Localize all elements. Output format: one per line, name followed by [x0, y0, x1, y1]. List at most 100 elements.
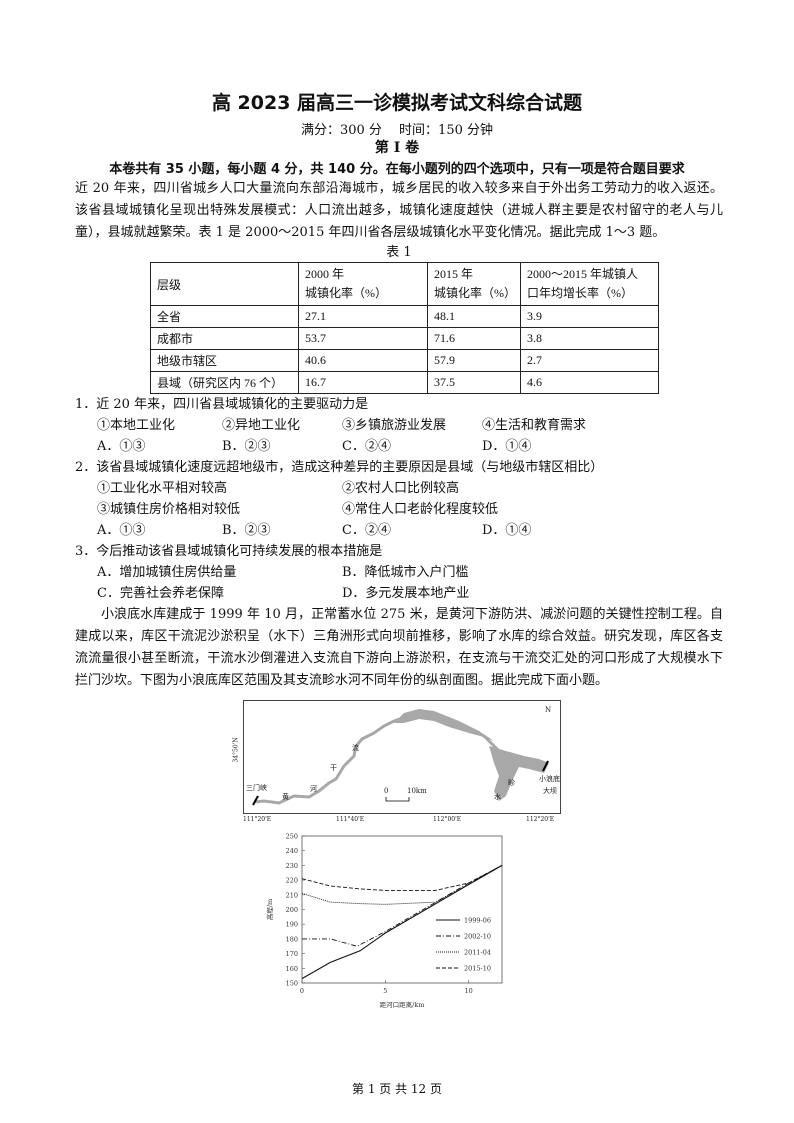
- y-tick-label: 190: [286, 921, 298, 929]
- q3-option-d[interactable]: D．多元发展本地产业: [342, 586, 470, 601]
- q1-items-row: ①本地工业化 ②异地工业化 ③乡镇旅游业发展 ④生活和教育需求: [75, 415, 723, 436]
- q3-options-row: C．完善社会养老保障 D．多元发展本地产业: [75, 583, 723, 604]
- plot-frame: [301, 835, 503, 984]
- y-tick-label: 150: [286, 980, 298, 988]
- volume-heading: 第 I 卷: [374, 140, 420, 156]
- q2-option-c[interactable]: C．②④: [342, 523, 391, 538]
- q2-item: ③城镇住房价格相对较低: [97, 502, 241, 517]
- table-header: 2015 年 城镇化率（%）: [427, 262, 521, 306]
- q3-option-b[interactable]: B．降低城市入户门槛: [342, 565, 469, 580]
- table-row: 成都市 53.7 71.6 3.8: [150, 327, 659, 350]
- x-tick-label: 5: [383, 987, 387, 995]
- profile-chart: 150 160 170 180 190 200 210 220 230 240 250 0 5 10 距河口…: [265, 833, 503, 1009]
- score-time: 满分：300 分 时间：150 分钟: [300, 123, 494, 138]
- reservoir-body: [394, 709, 494, 741]
- reservoir-shape: [252, 709, 549, 806]
- table-cell: 57.9: [427, 349, 521, 372]
- y-tick-label: 210: [286, 891, 298, 899]
- y-tick-label: 170: [286, 950, 298, 958]
- table-header-row: 层级 2000 年 城镇化率（%） 2015 年 城镇化率（%） 2000～20…: [150, 262, 659, 306]
- q2-items-row: ③城镇住房价格相对较低 ④常住人口老龄化程度较低: [75, 499, 723, 520]
- y-tick-label: 160: [286, 965, 298, 973]
- y-tick-label: 240: [286, 847, 298, 855]
- question-3-stem: 3．今后推动该省县域城镇化可持续发展的根本措施是: [75, 544, 383, 559]
- q2-items-row: ①工业化水平相对较高 ②农村人口比例较高: [75, 478, 723, 499]
- passage-2: 小浪底水库建成于 1999 年 10 月，正常蓄水位 275 米，是黄河下游防洪…: [75, 607, 723, 688]
- table-cell: 48.1: [427, 305, 521, 328]
- question-1-stem: 1．近 20 年来，四川省县域城镇化的主要驱动力是: [75, 397, 369, 412]
- y-tick-label: 180: [286, 935, 298, 943]
- q1-option-b[interactable]: B．②③: [222, 439, 271, 454]
- profile-chart-figure: 150 160 170 180 190 200 210 220 230 240 250 0 5 10 距河口…: [262, 828, 522, 1013]
- instructions: 本卷共有 35 小题，每小题 4 分，共 140 分。在每小题列的四个选项中，只…: [109, 162, 685, 177]
- q1-option-a[interactable]: A．①③: [97, 439, 146, 454]
- content-column: 近 20 年来，四川省城乡人口大量流向东部沿海城市，城乡居民的收入较多来自于外出…: [75, 178, 723, 1013]
- q1-option-d[interactable]: D．①④: [482, 439, 532, 454]
- x-axis-label: 距河口距离/km: [380, 1000, 425, 1009]
- table-cell: 37.5: [427, 371, 521, 394]
- reservoir-map: 三门峡 黄 河 干 流 畛 水 小浪底 大坝 N 0 10km 34°50'N: [233, 700, 561, 814]
- label-zhen: 畛: [508, 779, 515, 787]
- q2-option-b[interactable]: B．②③: [222, 523, 271, 538]
- latitude-label: 34°50'N: [232, 737, 240, 763]
- label-he: 河: [310, 785, 317, 793]
- question-2-stem: 2．该省县域城镇化速度远超地级市，造成这种差异的主要原因是县域（与地级市辖区相比…: [75, 460, 604, 475]
- y-tick-label: 200: [286, 906, 298, 914]
- q2-item: ④常住人口老龄化程度较低: [342, 502, 499, 517]
- q2-item: ②农村人口比例较高: [342, 481, 460, 496]
- q2-option-a[interactable]: A．①③: [97, 523, 146, 538]
- scale-10km: 10km: [407, 787, 427, 795]
- q1-item: ②异地工业化: [222, 418, 301, 433]
- x-tick-label: 10: [465, 987, 473, 995]
- table-cell: 71.6: [427, 327, 521, 350]
- table-header: 2000～2015 年城镇人 口年均增长率（%）: [520, 262, 659, 306]
- q3-options-row: A．增加城镇住房供给量 B．降低城市入户门槛: [75, 562, 723, 583]
- x-tick-label: 0: [300, 987, 304, 995]
- table-cell: 成都市: [150, 327, 299, 350]
- q1-option-c[interactable]: C．②④: [342, 439, 391, 454]
- q1-item: ③乡镇旅游业发展: [342, 418, 447, 433]
- label-dam: 小浪底: [539, 775, 560, 783]
- table-header: 2000 年 城镇化率（%）: [298, 262, 428, 306]
- table-1: 层级 2000 年 城镇化率（%） 2015 年 城镇化率（%） 2000～20…: [150, 262, 659, 394]
- table-cell: 27.1: [298, 305, 428, 328]
- q3-option-a[interactable]: A．增加城镇住房供给量: [97, 565, 237, 580]
- label-huang: 黄: [282, 793, 289, 801]
- table-cell: 2.7: [520, 349, 659, 372]
- series-line-2015-10: [301, 865, 503, 891]
- reservoir-map-figure: 三门峡 黄 河 干 流 畛 水 小浪底 大坝 N 0 10km 34°50'N …: [233, 700, 561, 828]
- lon-tick: 111°20'E: [243, 816, 272, 823]
- label-sanmenxia: 三门峡: [246, 784, 267, 792]
- y-tick-label: 220: [286, 877, 298, 885]
- label-shui: 水: [494, 793, 501, 801]
- exam-title: 高 2023 届高三一诊模拟考试文科综合试题: [211, 92, 583, 114]
- page-footer: 第 1 页 共 12 页: [352, 1082, 442, 1096]
- table-cell: 40.6: [298, 349, 428, 372]
- y-tick-label: 230: [286, 862, 298, 870]
- lon-tick: 112°20'E: [526, 816, 555, 823]
- y-tick-label: 250: [286, 833, 298, 841]
- q2-option-d[interactable]: D．①④: [482, 523, 532, 538]
- lon-tick: 111°40'E: [336, 816, 365, 823]
- table-cell: 4.6: [520, 371, 659, 394]
- legend-label: 2015-10: [464, 965, 491, 973]
- table-cell: 地级市辖区: [150, 349, 299, 372]
- table-row: 全省 27.1 48.1 3.9: [150, 305, 659, 328]
- legend-label: 2011-04: [464, 949, 491, 957]
- scale-zero: 0: [384, 787, 389, 795]
- table-cell: 全省: [150, 305, 299, 328]
- north-arrow: N: [545, 706, 552, 714]
- label-liu: 流: [352, 744, 359, 752]
- q3-option-c[interactable]: C．完善社会养老保障: [97, 586, 224, 601]
- legend-label: 1999-06: [464, 917, 491, 925]
- q1-item: ④生活和教育需求: [482, 418, 587, 433]
- zhenshui-branch: [489, 746, 549, 801]
- table-cell: 3.9: [520, 305, 659, 328]
- series-line-2011-04: [301, 865, 503, 905]
- scale-bar: [385, 797, 410, 802]
- table-caption: 表 1: [386, 245, 412, 260]
- table-cell: 3.8: [520, 327, 659, 350]
- q2-item: ①工业化水平相对较高: [97, 481, 228, 496]
- label-dam-2: 大坝: [543, 787, 557, 795]
- dam-marker: [542, 760, 549, 772]
